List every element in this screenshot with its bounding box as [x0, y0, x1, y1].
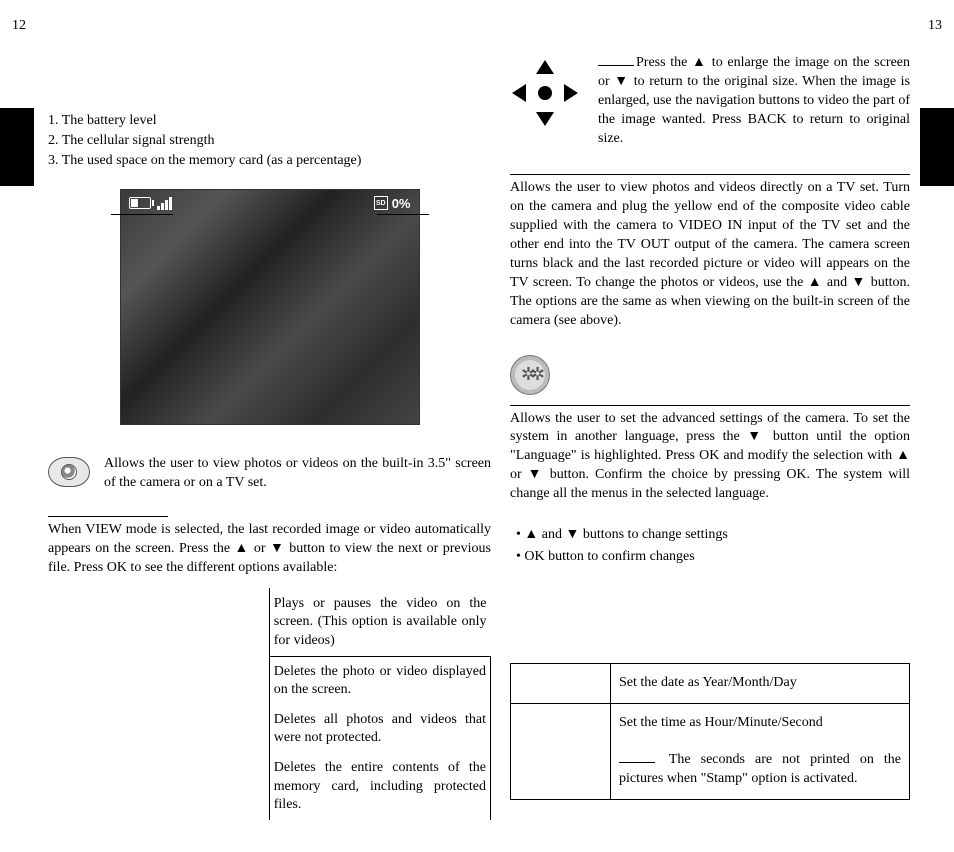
camera-screenshot: SD 0% — [120, 189, 420, 425]
section-rule — [510, 405, 910, 406]
arrow-down-icon — [536, 112, 554, 126]
bullet-item: ▲ and ▼ buttons to change settings — [516, 524, 910, 546]
tv-out-paragraph: Allows the user to view photos and video… — [510, 179, 910, 330]
view-mode-caption: Allows the user to view photos or videos… — [104, 455, 491, 493]
zoom-paragraph: Press the ▲ to enlarge the image on the … — [598, 54, 910, 148]
storage-percent: 0% — [392, 196, 411, 211]
dpad-icon — [510, 58, 580, 128]
option-desc: Deletes the entire contents of the memor… — [269, 753, 490, 820]
arrow-left-icon — [512, 84, 526, 102]
blank-underline — [619, 762, 655, 763]
callout-line — [377, 214, 429, 215]
setting-desc: Set the date as Year/Month/Day — [611, 663, 910, 703]
list-item: 3. The used space on the memory card (as… — [48, 152, 491, 171]
dpad-center-icon — [538, 86, 552, 100]
option-desc: Deletes the photo or video displayed on … — [269, 656, 490, 705]
option-desc: Deletes all photos and videos that were … — [269, 705, 490, 753]
margin-band-left — [0, 108, 34, 186]
view-options-table: Plays or pauses the video on the screen.… — [48, 588, 491, 820]
zoom-text: Press the ▲ to enlarge the image on the … — [598, 55, 910, 146]
section-rule — [510, 174, 910, 175]
sd-card-icon: SD — [374, 196, 388, 210]
setting-desc: Set the time as Hour/Minute/Second The s… — [611, 703, 910, 800]
screenshot-status-bar: SD 0% — [129, 196, 411, 211]
callout-line — [111, 214, 173, 215]
section-rule — [48, 516, 168, 517]
page-number-left: 12 — [12, 18, 26, 34]
table-row: Set the time as Hour/Minute/Second The s… — [511, 703, 910, 800]
setting-label — [511, 663, 611, 703]
battery-icon — [129, 197, 151, 209]
status-indicator-list: 1. The battery level 2. The cellular sig… — [48, 112, 491, 171]
page-left: 1. The battery level 2. The cellular sig… — [48, 0, 491, 820]
signal-icon — [157, 197, 172, 210]
gear-icon — [510, 355, 550, 395]
blank-underline — [598, 65, 634, 66]
table-row: Set the date as Year/Month/Day — [511, 663, 910, 703]
controls-bullet-list: ▲ and ▼ buttons to change settings OK bu… — [516, 524, 910, 569]
settings-table: Set the date as Year/Month/Day Set the t… — [510, 663, 910, 800]
margin-band-right — [920, 108, 954, 186]
setting-note: The seconds are not printed on the pictu… — [619, 752, 901, 786]
setting-label — [511, 703, 611, 800]
option-desc: Plays or pauses the video on the screen.… — [269, 589, 490, 657]
view-mode-paragraph: When VIEW mode is selected, the last rec… — [48, 521, 491, 578]
page-right: Press the ▲ to enlarge the image on the … — [510, 0, 910, 800]
eye-icon — [48, 457, 90, 487]
table-row: Plays or pauses the video on the screen.… — [48, 589, 491, 657]
page-number-right: 13 — [928, 18, 942, 34]
bullet-item: OK button to confirm changes — [516, 546, 910, 568]
options-label-col — [48, 589, 269, 820]
list-item: 1. The battery level — [48, 112, 491, 131]
setting-desc-text: Set the time as Hour/Minute/Second — [619, 715, 823, 730]
list-item: 2. The cellular signal strength — [48, 132, 491, 151]
advanced-settings-paragraph: Allows the user to set the advanced sett… — [510, 410, 910, 504]
arrow-up-icon — [536, 60, 554, 74]
arrow-right-icon — [564, 84, 578, 102]
